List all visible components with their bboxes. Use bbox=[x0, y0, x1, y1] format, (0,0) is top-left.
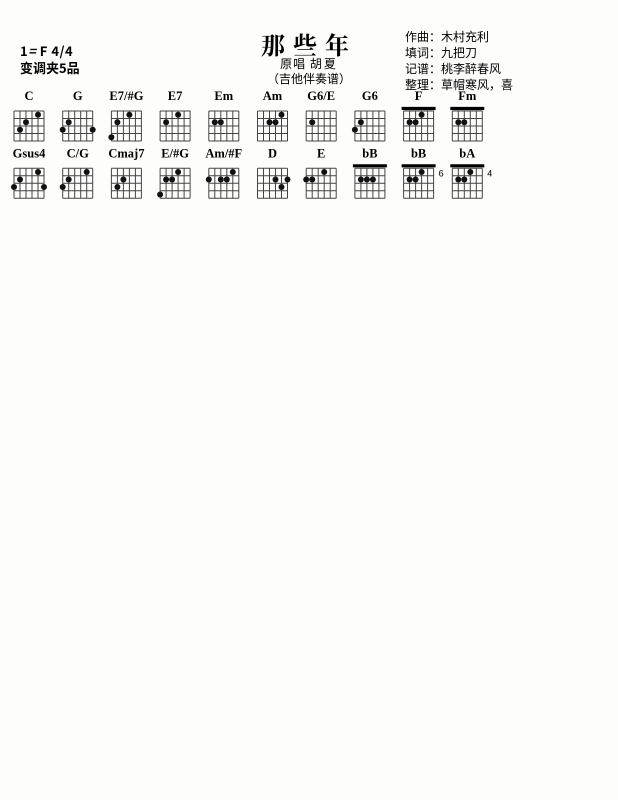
svg-text:G: G bbox=[73, 91, 83, 103]
svg-text:bB: bB bbox=[411, 146, 426, 160]
svg-text:E: E bbox=[317, 146, 325, 160]
svg-text:Gsus4: Gsus4 bbox=[13, 146, 46, 160]
svg-text:Am/#F: Am/#F bbox=[205, 146, 242, 160]
svg-text:C/G: C/G bbox=[67, 146, 90, 160]
svg-text:E/#G: E/#G bbox=[161, 146, 189, 160]
svg-text:G6: G6 bbox=[362, 91, 378, 103]
svg-text:F: F bbox=[415, 91, 423, 103]
svg-text:Em: Em bbox=[214, 91, 233, 103]
svg-text:Am: Am bbox=[263, 91, 283, 103]
svg-text:4: 4 bbox=[487, 168, 492, 178]
svg-text:6: 6 bbox=[439, 168, 444, 178]
svg-text:G6/E: G6/E bbox=[307, 91, 335, 103]
svg-text:bB: bB bbox=[362, 146, 377, 160]
svg-text:E7/#G: E7/#G bbox=[109, 91, 143, 103]
svg-text:bA: bA bbox=[459, 146, 475, 160]
svg-text:E7: E7 bbox=[168, 91, 183, 103]
svg-text:D: D bbox=[268, 146, 277, 160]
svg-text:C: C bbox=[24, 91, 33, 103]
svg-text:Cmaj7: Cmaj7 bbox=[108, 146, 144, 160]
svg-text:Fm: Fm bbox=[458, 91, 477, 103]
